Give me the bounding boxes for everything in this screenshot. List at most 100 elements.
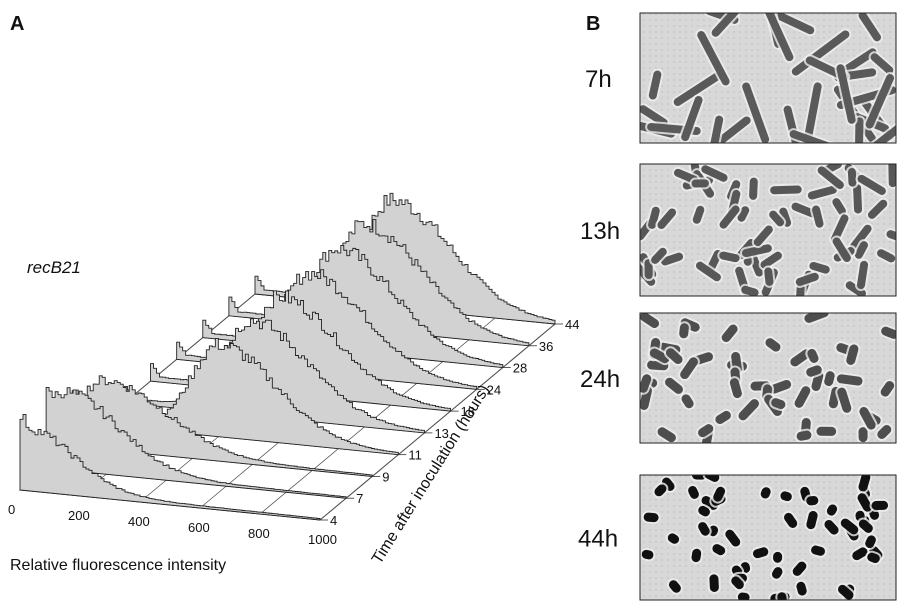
cell [859, 406, 876, 430]
cell [765, 338, 781, 352]
cell [858, 519, 873, 533]
cell [713, 116, 751, 143]
cell [867, 199, 888, 219]
cell [854, 241, 868, 259]
time-tick-label: 9 [382, 469, 389, 484]
panel-label-b: B [586, 13, 600, 35]
cell [660, 252, 684, 266]
micrograph-7h: 7h [585, 12, 897, 144]
time-tick-label: 7 [356, 491, 363, 506]
cell [679, 323, 689, 339]
cell [881, 326, 896, 339]
cell [648, 70, 662, 100]
cell [856, 260, 869, 290]
cell [858, 475, 871, 492]
cells [640, 164, 896, 296]
panel-label-a: A [10, 13, 24, 35]
cell [832, 237, 851, 262]
cell [667, 533, 680, 544]
cell [804, 82, 822, 140]
cell [729, 378, 742, 399]
cell [811, 545, 826, 556]
cell [877, 249, 896, 263]
cell [698, 424, 714, 438]
cell [773, 551, 783, 563]
cell [640, 313, 659, 329]
cell [804, 313, 829, 323]
cell [691, 179, 709, 188]
cell [771, 398, 786, 410]
cell [824, 519, 839, 535]
cell [707, 115, 724, 143]
micrograph-frame [639, 474, 897, 601]
cell [662, 477, 675, 491]
cell [749, 177, 758, 200]
x-tick-label: 600 [188, 520, 210, 535]
cell [809, 261, 830, 274]
cell [640, 374, 652, 393]
cell [795, 272, 819, 286]
cell [753, 225, 773, 247]
cell [691, 548, 702, 563]
cell [657, 208, 677, 229]
time-tick-label: 36 [539, 339, 553, 354]
x-axis-ticks: 0 200 400 600 800 1000 [8, 502, 337, 547]
strain-label: recB21 [27, 258, 81, 277]
cell [764, 267, 774, 286]
cell [688, 486, 699, 499]
time-axis-ticks: 4 7 9 11 13 18 24 28 36 44 [320, 317, 579, 528]
x-tick-label: 200 [68, 508, 90, 523]
cell [769, 210, 785, 227]
cell [719, 205, 740, 229]
micrograph-44h: 44h [578, 474, 897, 601]
time-tick-label: 28 [513, 361, 527, 376]
cell [865, 535, 876, 548]
cell [649, 348, 670, 364]
micrograph-frame [639, 312, 897, 444]
time-tick-label: 18 [461, 404, 475, 419]
cell [692, 205, 705, 224]
micrograph-frame [639, 163, 897, 297]
cell [832, 198, 846, 216]
cell [668, 580, 681, 593]
cells [640, 313, 896, 443]
cell [654, 484, 667, 497]
cell [698, 522, 710, 536]
cell [886, 230, 896, 242]
micrograph-24h: 24h [580, 312, 897, 444]
cell [738, 399, 759, 421]
cell [712, 544, 726, 556]
histogram-9h [71, 375, 373, 477]
cell [826, 504, 838, 516]
cell [789, 130, 837, 143]
cell [852, 547, 868, 561]
time-label: 44h [578, 526, 618, 553]
cell [643, 512, 659, 523]
micrograph-frame [639, 12, 897, 144]
cell [715, 410, 731, 425]
cell [731, 576, 744, 590]
x-axis-label: Relative fluorescence intensity [10, 557, 226, 574]
cell [713, 486, 726, 502]
time-tick-label: 11 [408, 448, 422, 463]
time-tick-label: 44 [565, 317, 579, 332]
cell [657, 427, 676, 443]
cell [698, 505, 710, 517]
cell [853, 184, 863, 214]
cell [836, 64, 856, 124]
cell [806, 365, 822, 377]
cell [850, 224, 872, 251]
cell [711, 13, 754, 37]
cell [807, 348, 819, 363]
cell [796, 581, 807, 596]
cell [709, 574, 719, 592]
cell [665, 377, 683, 394]
cell [640, 105, 668, 127]
cell [794, 386, 811, 408]
cell [752, 547, 769, 559]
cell [792, 561, 807, 576]
cell [742, 82, 770, 143]
cell [842, 48, 877, 74]
cell [697, 31, 730, 86]
